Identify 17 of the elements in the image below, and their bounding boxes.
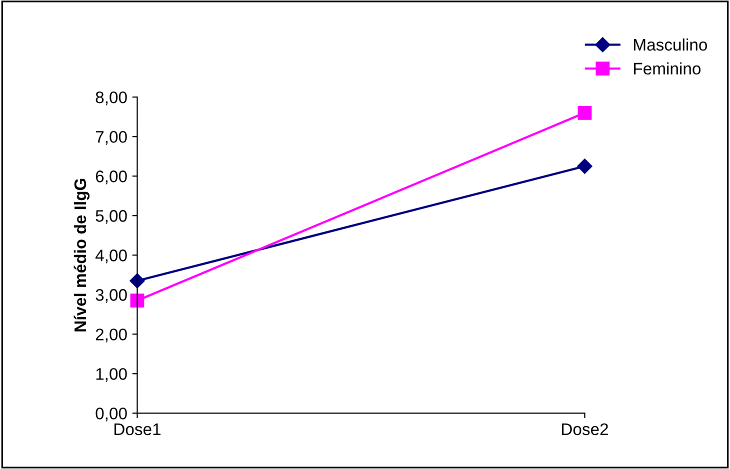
y-tick-label: 1,00 xyxy=(96,368,127,382)
point xyxy=(130,294,144,308)
y-tick-label: 6,00 xyxy=(96,170,127,184)
x-tick-label: Dose2 xyxy=(562,423,608,436)
y-axis-title: Nível médio de IlgG xyxy=(74,178,90,332)
y-tick-label: 3,00 xyxy=(96,289,127,303)
y-tick-label: 5,00 xyxy=(96,210,127,224)
point xyxy=(578,106,592,120)
y-tick-label: 0,00 xyxy=(96,408,127,422)
point xyxy=(577,158,592,174)
legend-label: Feminino xyxy=(634,62,701,75)
x-tick-label: Dose1 xyxy=(114,424,161,436)
legend-label: Masculino xyxy=(634,38,708,51)
y-tick-label: 7,00 xyxy=(96,130,127,145)
y-tick-label: 2,00 xyxy=(96,328,127,342)
y-tick-label: 4,00 xyxy=(95,250,127,264)
y-tick-label: 8,00 xyxy=(96,91,127,106)
